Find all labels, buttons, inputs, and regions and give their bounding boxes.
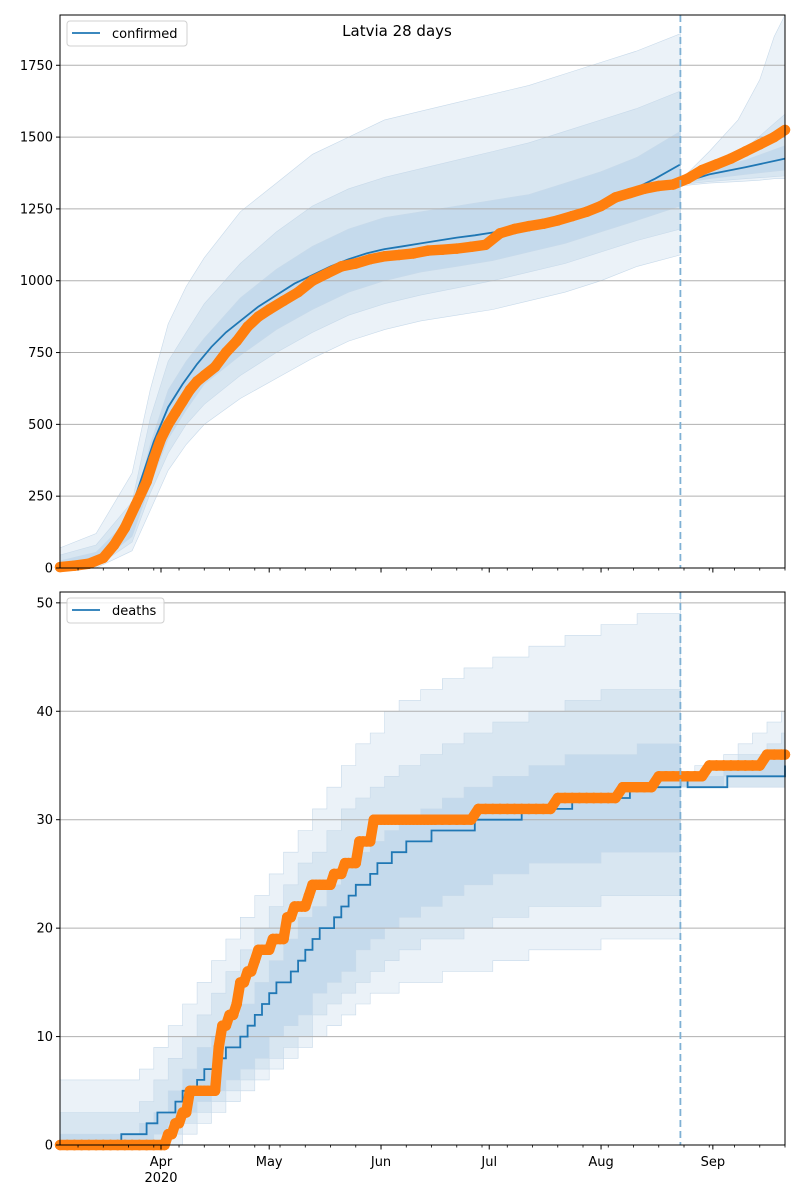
y-tick-label: 10 bbox=[36, 1030, 53, 1045]
x-tick-year-label: 2020 bbox=[144, 1171, 177, 1186]
y-tick-label: 20 bbox=[36, 922, 53, 937]
confirmed-axes-frame bbox=[59, 14, 786, 569]
y-tick-label: 0 bbox=[45, 1139, 53, 1154]
y-tick-label: 1500 bbox=[20, 131, 53, 146]
y-tick-label: 50 bbox=[36, 596, 53, 611]
y-tick-label: 750 bbox=[28, 346, 53, 361]
confirmed-panel: 0 250 500 750 1000 1250 1500 1750 Latvia 28 day… bbox=[20, 14, 791, 577]
y-tick-label: 1750 bbox=[20, 59, 53, 74]
y-tick-label: 500 bbox=[28, 418, 53, 433]
legend-label-deaths: deaths bbox=[112, 604, 157, 619]
legend-label-confirmed: confirmed bbox=[112, 27, 178, 42]
deaths-axes-frame bbox=[59, 591, 786, 1146]
y-tick-label: 1000 bbox=[20, 274, 53, 289]
chart-title: Latvia 28 days bbox=[342, 22, 452, 40]
confirmed-legend: confirmed bbox=[66, 20, 188, 47]
deaths-legend: deaths bbox=[66, 597, 165, 624]
observed-segment bbox=[769, 124, 791, 143]
confirmed-observed-points bbox=[54, 124, 791, 573]
observed-segment bbox=[209, 1042, 224, 1097]
x-tick-label: Aug bbox=[588, 1155, 613, 1170]
x-tick-label: May bbox=[256, 1155, 283, 1170]
confirmed-bands bbox=[59, 14, 786, 569]
y-tick-label: 0 bbox=[45, 562, 53, 577]
y-tick-label: 250 bbox=[28, 490, 53, 505]
x-tick-label: Apr bbox=[150, 1155, 173, 1170]
y-tick-label: 1250 bbox=[20, 202, 53, 217]
x-tick-label: Jun bbox=[370, 1155, 391, 1170]
deaths-y-axis: 0 10 20 30 40 50 bbox=[36, 596, 60, 1154]
confirmed-x-axis bbox=[77, 568, 786, 573]
confirmed-y-axis: 0 250 500 750 1000 1250 1500 1750 bbox=[20, 59, 60, 577]
confirmed-gridlines bbox=[60, 64, 785, 497]
y-tick-label: 40 bbox=[36, 705, 53, 720]
legend-box bbox=[66, 597, 165, 624]
x-tick-label: Jul bbox=[480, 1155, 497, 1170]
x-tick-label: Sep bbox=[701, 1155, 726, 1170]
deaths-observed-points bbox=[54, 749, 791, 1151]
legend-box bbox=[66, 20, 188, 47]
deaths-bands bbox=[59, 592, 786, 1146]
y-tick-label: 30 bbox=[36, 813, 53, 828]
